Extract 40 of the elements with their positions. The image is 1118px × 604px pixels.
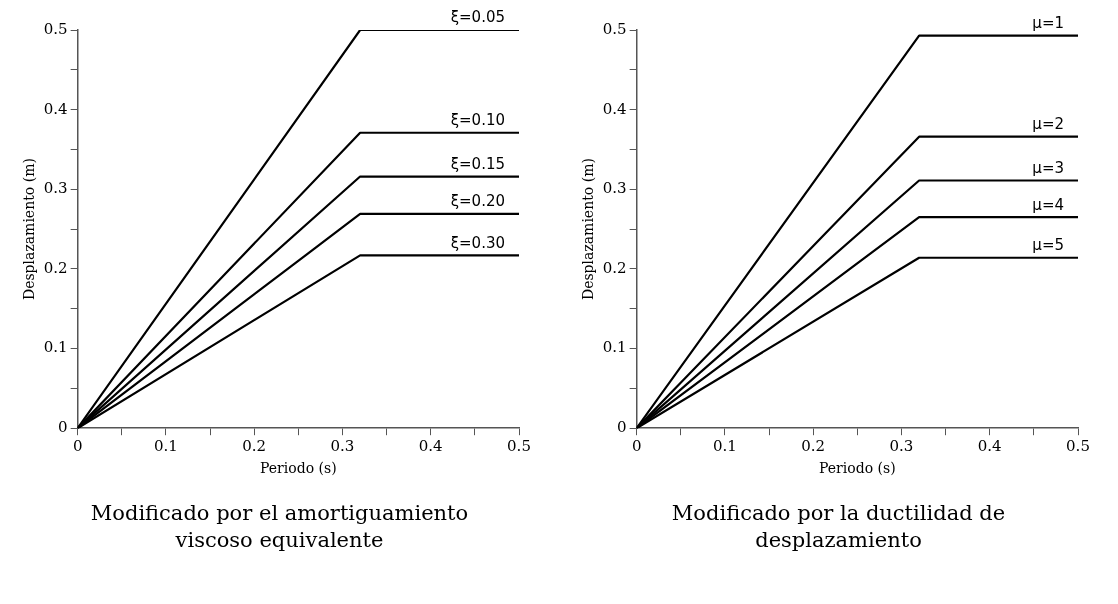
x-tick-label: 0.4 xyxy=(418,437,443,456)
y-axis-title: Desplazamiento (m) xyxy=(21,158,38,301)
series-label: ξ=0.15 xyxy=(450,154,505,173)
y-tick-label: 0.4 xyxy=(602,99,627,118)
text: Modificado por la ductilidad de desplazamiento xyxy=(670,500,1007,555)
x-tick-label: 0 xyxy=(72,437,83,456)
x-tick-label: 0.1 xyxy=(712,437,737,456)
x-tick-label: 0.5 xyxy=(507,437,531,456)
y-tick-label: 0.2 xyxy=(43,258,68,277)
y-tick-label: 0.2 xyxy=(602,258,627,277)
y-tick-label: 0.3 xyxy=(43,179,68,198)
x-tick-label: 0 xyxy=(631,437,642,456)
x-tick-label: 0.2 xyxy=(801,437,826,456)
x-tick-label: 0.4 xyxy=(977,437,1002,456)
series-label: ξ=0.30 xyxy=(450,233,505,252)
series-label: ξ=0.10 xyxy=(450,111,505,130)
x-tick-label: 0.5 xyxy=(1066,437,1090,456)
series-label: μ=3 xyxy=(1032,158,1064,177)
series-label: μ=5 xyxy=(1032,236,1064,255)
x-tick-label: 0.3 xyxy=(330,437,355,456)
x-tick-label: 0.1 xyxy=(153,437,178,456)
y-tick-label: 0.5 xyxy=(43,19,68,38)
y-tick-label: 0.3 xyxy=(602,179,627,198)
y-tick-label: 0.1 xyxy=(602,338,627,357)
y-tick-label: 0.4 xyxy=(43,99,68,118)
y-tick-label: 0.5 xyxy=(602,19,627,38)
y-tick-label: 0.1 xyxy=(43,338,68,357)
series-label: ξ=0.05 xyxy=(450,8,505,27)
y-tick-label: 0 xyxy=(617,418,627,437)
series-label: μ=1 xyxy=(1032,13,1064,32)
series-label: μ=4 xyxy=(1032,195,1064,214)
x-axis-title: Periodo (s) xyxy=(819,460,896,477)
y-axis-title: Desplazamiento (m) xyxy=(580,158,597,301)
series-label: μ=2 xyxy=(1032,115,1064,134)
x-axis-title: Periodo (s) xyxy=(260,460,337,477)
series-label: ξ=0.20 xyxy=(450,192,505,211)
y-tick-label: 0 xyxy=(58,418,68,437)
x-tick-label: 0.2 xyxy=(242,437,267,456)
x-tick-label: 0.3 xyxy=(889,437,914,456)
text: Modificado por el amortiguamiento viscoso equivalente xyxy=(89,500,470,555)
